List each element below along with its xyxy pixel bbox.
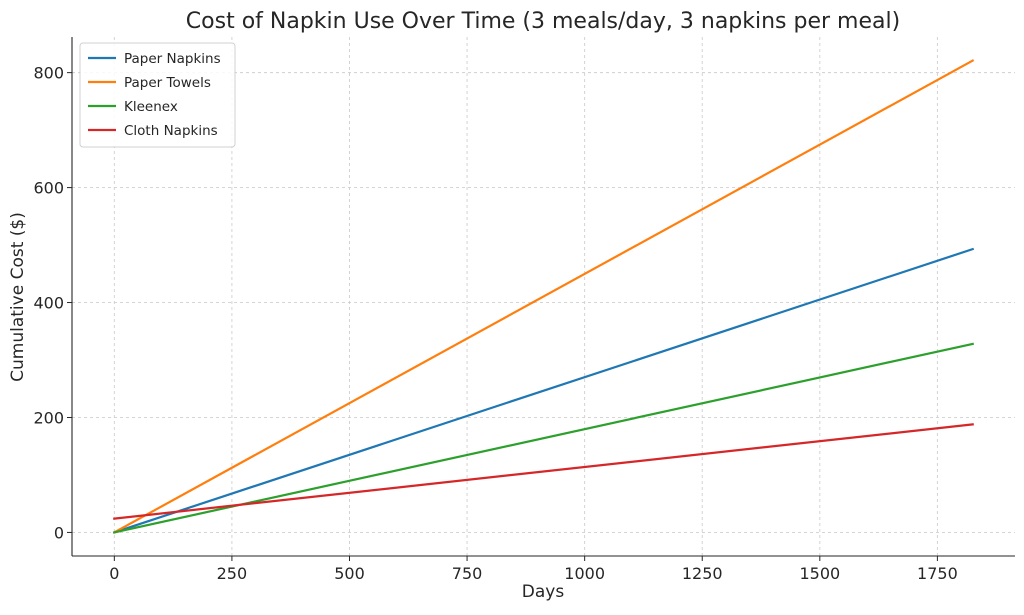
series-line-kleenex (112, 342, 975, 534)
y-tick-label: 200 (33, 408, 64, 427)
legend: Paper Napkins Paper Towels Kleenex Cloth Na… (79, 42, 236, 148)
legend-box (79, 42, 236, 148)
axes (67, 37, 1015, 561)
tick-labels: 0 250 500 750 1000 1250 1500 1750 0 200 400 600 800 (33, 64, 957, 583)
y-axis-label: Cumulative Cost ($) (8, 212, 28, 382)
legend-label: Kleenex (124, 99, 178, 115)
x-tick-label: 0 (109, 564, 119, 583)
legend-label: Paper Napkins (124, 51, 221, 67)
x-tick-label: 250 (217, 564, 248, 583)
x-tick-label: 750 (452, 564, 483, 583)
series-lines (112, 59, 975, 534)
y-tick-label: 800 (33, 64, 64, 83)
x-tick-label: 1750 (917, 564, 958, 583)
series-line-cloth-napkins (113, 423, 974, 520)
x-tick-label: 1500 (799, 564, 840, 583)
y-tick-label: 0 (54, 523, 64, 542)
x-tick-label: 1250 (682, 564, 723, 583)
y-tick-label: 600 (33, 179, 64, 198)
chart-title: Cost of Napkin Use Over Time (3 meals/da… (186, 9, 900, 34)
x-axis-label: Days (522, 582, 565, 602)
x-tick-label: 1000 (564, 564, 605, 583)
x-tick-label: 500 (334, 564, 365, 583)
legend-label: Paper Towels (124, 75, 211, 91)
legend-label: Cloth Napkins (124, 123, 218, 139)
y-tick-label: 400 (33, 294, 64, 313)
series-line-paper-towels (112, 59, 975, 534)
series-line-paper-napkins (112, 247, 975, 534)
